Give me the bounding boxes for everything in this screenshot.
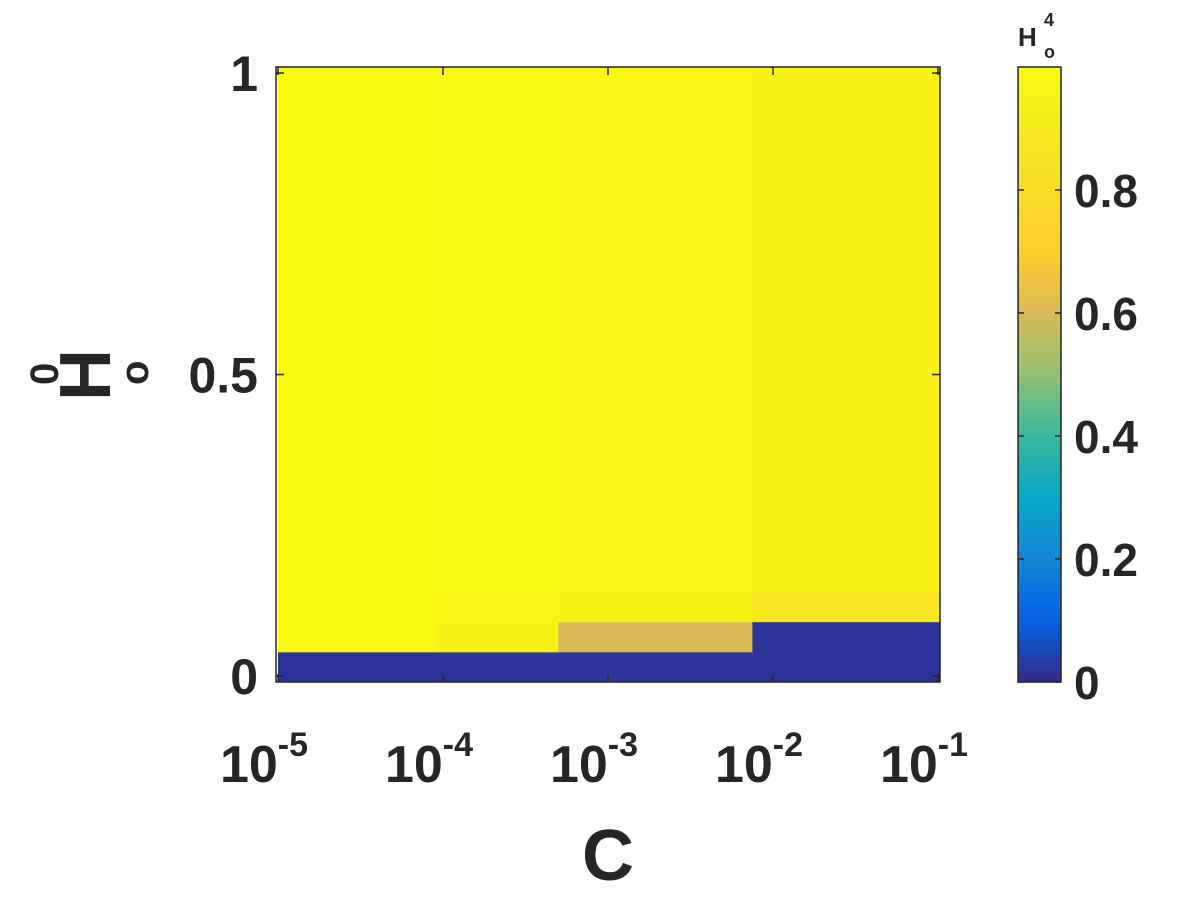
colorbar	[1017, 66, 1062, 683]
colorbar-title: H 4 o	[1018, 10, 1059, 62]
svg-text:0 o: 0 o	[23, 352, 157, 385]
y-tick-label: 0.5	[188, 348, 258, 404]
y-tick-label: 0	[230, 649, 258, 705]
heatmap-cell	[752, 651, 941, 683]
y-tick-label: 1	[230, 46, 258, 102]
x-tick-label: 10-2	[715, 726, 803, 794]
x-axis-ticks: 10-5 10-4 10-3 10-2 10-1	[220, 67, 968, 794]
colorbar-title-sup: 4	[1044, 10, 1054, 30]
heatmap-cell	[435, 591, 559, 623]
y-axis-title-sup: 0	[23, 363, 67, 385]
heatmap-cell	[558, 67, 753, 593]
heatmap-cells	[278, 67, 941, 683]
colorbar-tick-label: 0.6	[1074, 288, 1138, 340]
y-axis-title-sub: o	[113, 361, 157, 385]
colorbar-tick-label: 0.2	[1074, 534, 1138, 586]
x-tick-label: 10-3	[550, 726, 638, 794]
svg-text:H: H	[1018, 22, 1037, 52]
heatmap-cell	[435, 67, 559, 593]
heatmap-cell	[558, 651, 753, 683]
svg-text:4 o: 4 o	[1044, 10, 1059, 62]
x-axis-title: C	[582, 816, 634, 896]
colorbar-tick-label: 0.8	[1074, 165, 1138, 217]
heatmap-cell	[278, 67, 436, 593]
colorbar-title-sub: o	[1044, 42, 1055, 62]
colorbar-tick-label: 0.4	[1074, 411, 1138, 463]
heatmap-cell	[558, 621, 753, 653]
x-tick-label: 10-1	[880, 726, 968, 794]
y-axis-ticks: 00.51	[188, 46, 940, 705]
colorbar-title-base: H	[1018, 22, 1037, 52]
heatmap-cell	[278, 621, 436, 653]
colorbar-tick-label: 0	[1074, 657, 1100, 709]
y-axis-title: H 0 o	[23, 349, 157, 401]
colorbar-ticks: 0 0.2 0.4 0.6 0.8	[1018, 165, 1138, 709]
heatmap-cell	[435, 621, 559, 653]
svg-text:H: H	[46, 349, 126, 401]
heatmap-cell	[752, 67, 941, 593]
heatmap-cell	[752, 591, 941, 623]
heatmap-cell	[435, 651, 559, 683]
x-tick-label: 10-5	[220, 726, 308, 794]
heatmap-cell	[278, 591, 436, 623]
heatmap-cell	[278, 651, 436, 683]
heatmap-cell	[752, 621, 941, 653]
x-tick-label: 10-4	[385, 726, 473, 794]
heatmap-cell	[558, 591, 753, 623]
y-axis-title-base: H	[46, 349, 126, 401]
